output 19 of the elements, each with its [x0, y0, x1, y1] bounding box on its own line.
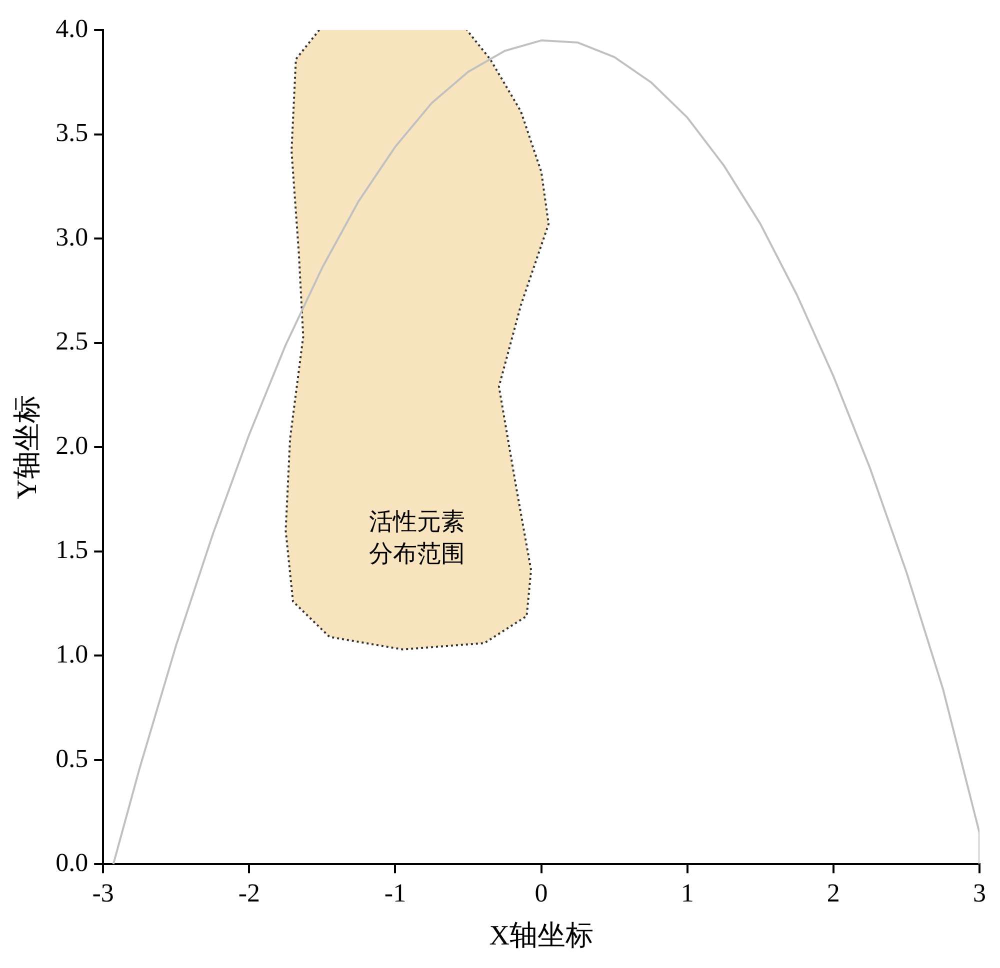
y-tick-label: 2.0 — [56, 430, 88, 460]
x-tick-label: 0 — [534, 878, 548, 908]
x-tick-label: -1 — [384, 878, 406, 908]
y-tick-label: 3.5 — [56, 118, 88, 148]
y-tick-label: 2.5 — [56, 326, 88, 356]
x-tick-label: 3 — [973, 878, 986, 908]
y-tick-label: 1.0 — [56, 639, 88, 668]
y-axis-title: Y轴坐标 — [12, 394, 44, 500]
y-tick-label: 1.5 — [56, 535, 88, 564]
y-tick-label: 3.0 — [56, 222, 88, 252]
y-tick-label: 0.0 — [56, 848, 88, 878]
x-tick-label: -2 — [238, 878, 260, 908]
series-label: 活性元素分布范围 — [368, 508, 465, 568]
x-tick-label: -3 — [92, 878, 114, 908]
x-axis-title: X轴坐标 — [489, 920, 594, 952]
x-tick-label: 2 — [826, 878, 840, 908]
y-tick-label: 0.5 — [56, 744, 88, 773]
x-tick-label: 1 — [680, 878, 694, 908]
y-tick-label: 4.0 — [56, 14, 88, 43]
